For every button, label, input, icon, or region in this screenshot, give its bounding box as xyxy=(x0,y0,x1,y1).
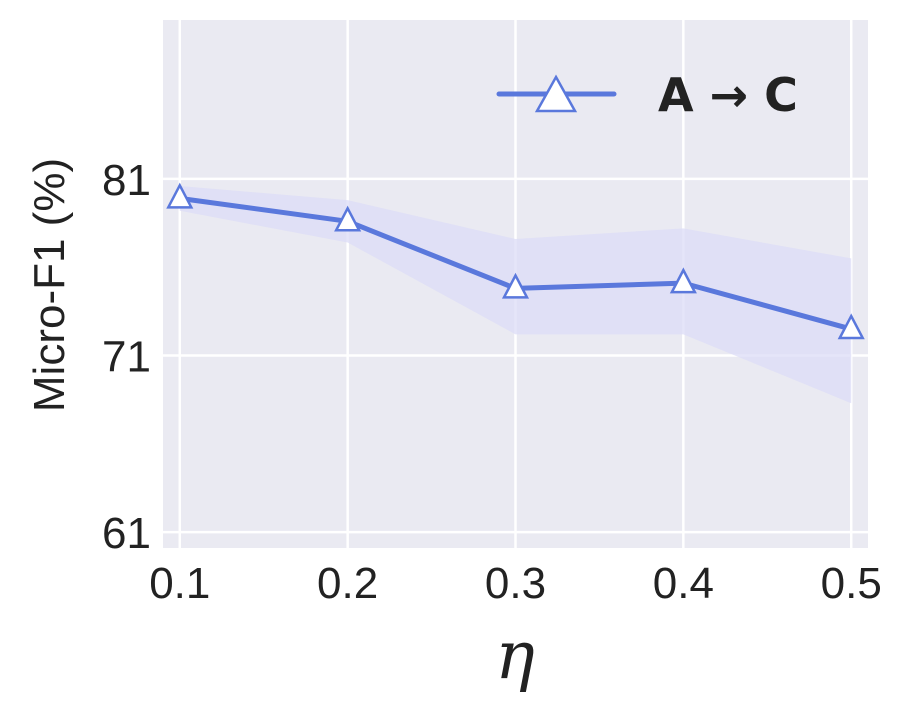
data-point-marker xyxy=(837,313,865,340)
series-markers xyxy=(166,182,865,340)
legend-triangle-marker xyxy=(534,74,578,113)
x-tick-label: 0.2 xyxy=(317,559,378,608)
x-tick-label: 0.5 xyxy=(821,559,882,608)
x-tick-label: 0.1 xyxy=(149,559,210,608)
data-point-marker xyxy=(334,205,362,232)
x-axis-title: η xyxy=(495,617,535,694)
y-tick-label: 81 xyxy=(102,156,151,205)
x-tick-label: 0.3 xyxy=(485,559,546,608)
y-tick-label: 61 xyxy=(102,509,151,558)
legend: A → C xyxy=(496,68,798,122)
y-tick-labels: 61 71 81 xyxy=(102,156,151,558)
y-axis-title: Micro-F1 (%) xyxy=(25,158,74,412)
x-tick-labels: 0.1 0.2 0.3 0.4 0.5 xyxy=(149,559,882,608)
data-point-marker xyxy=(166,182,194,209)
x-tick-label: 0.4 xyxy=(653,559,714,608)
data-point-marker xyxy=(501,272,530,299)
data-point-marker xyxy=(669,267,697,294)
legend-label: A → C xyxy=(658,68,798,122)
y-tick-label: 71 xyxy=(102,333,151,382)
